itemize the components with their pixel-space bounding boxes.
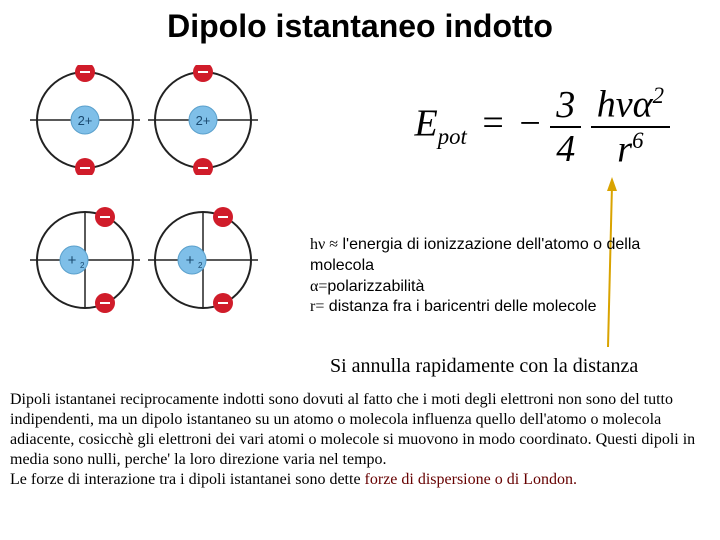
coeff-den: 4 xyxy=(550,128,581,168)
svg-text:+: + xyxy=(186,252,195,269)
svg-text:2: 2 xyxy=(80,261,85,270)
atom-bottom-left: + 2 xyxy=(30,205,140,315)
para-2b-emphasis: forze di dispersione o di London. xyxy=(365,471,577,488)
def-r-sym: r= xyxy=(310,298,324,315)
nucleus-label: 2+ xyxy=(196,113,211,128)
def-r: r= distanza fra i baricentri delle molec… xyxy=(310,297,700,318)
def-hnu: hν ≈ l'energia di ionizzazione dell'atom… xyxy=(310,235,700,277)
rapid-note: Si annulla rapidamente con la distanza xyxy=(330,355,638,378)
def-alpha: α=polarizzabilità xyxy=(310,277,700,298)
atom-top-left: 2+ xyxy=(30,65,140,175)
frac-vars: hνα2 r6 xyxy=(591,85,670,168)
svg-text:+: + xyxy=(68,252,77,269)
def-hnu-sym: hν ≈ xyxy=(310,236,338,253)
nucleus-label: 2+ xyxy=(78,113,93,128)
atom-top-right: 2+ xyxy=(148,65,258,175)
diagram-area: 2+ 2+ xyxy=(30,65,310,345)
svg-text:2: 2 xyxy=(198,261,203,270)
slide-title: Dipolo istantaneo indotto xyxy=(0,0,720,45)
explanation-paragraph: Dipoli istantanei reciprocamente indotti… xyxy=(10,390,710,490)
def-hnu-text: l'energia di ionizzazione dell'atomo o d… xyxy=(310,236,640,274)
vars-den: r6 xyxy=(591,128,670,169)
definitions: hν ≈ l'energia di ionizzazione dell'atom… xyxy=(310,235,700,318)
lhs-sub: pot xyxy=(438,124,467,149)
frac-coeff: 3 4 xyxy=(550,86,581,168)
formula: Epot = − 3 4 hνα2 r6 xyxy=(415,85,670,168)
def-alpha-sym: α= xyxy=(310,278,327,295)
def-r-text: distanza fra i baricentri delle molecole xyxy=(324,298,596,315)
def-alpha-text: polarizzabilità xyxy=(327,278,424,295)
coeff-num: 3 xyxy=(550,86,581,128)
para-2a: Le forze di interazione tra i dipoli ist… xyxy=(10,471,365,488)
atom-row-top: 2+ 2+ xyxy=(30,65,310,175)
vars-num: hνα2 xyxy=(591,85,670,128)
equals: = xyxy=(482,102,503,144)
para-2: Le forze di interazione tra i dipoli ist… xyxy=(10,470,710,490)
minus: − xyxy=(519,102,540,144)
lhs-var: E xyxy=(415,102,438,144)
atom-bottom-right: + 2 xyxy=(148,205,258,315)
para-1: Dipoli istantanei reciprocamente indotti… xyxy=(10,390,710,470)
atom-row-bottom: + 2 + 2 xyxy=(30,205,310,315)
